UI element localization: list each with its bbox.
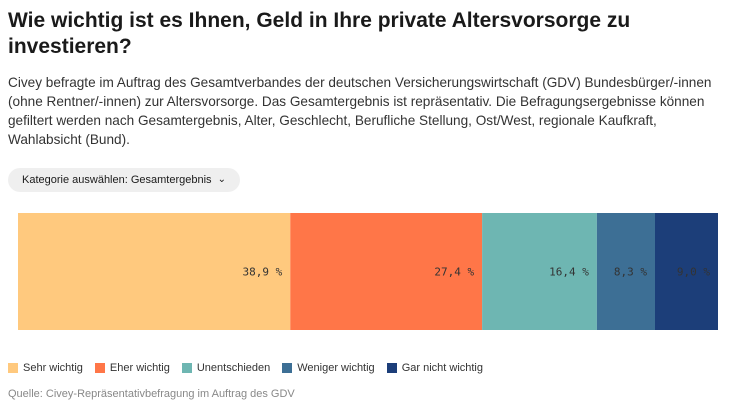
bar-segment-2 (482, 213, 597, 330)
legend-item-3: Weniger wichtig (282, 362, 375, 374)
bar-segment-0 (18, 213, 291, 330)
legend-swatch (282, 363, 293, 373)
legend-swatch (94, 363, 105, 373)
bar-segment-label-4: 9,0 % (677, 266, 710, 279)
legend-item-1: Eher wichtig (94, 362, 170, 374)
legend-label: Unentschieden (196, 362, 271, 374)
chevron-down-icon: ⌄ (217, 174, 226, 185)
chart-title: Wie wichtig ist es Ihnen, Geld in Ihre p… (8, 9, 631, 58)
category-dropdown[interactable]: Kategorie auswählen: Gesamtergebnis ⌄ (8, 168, 240, 192)
legend-swatch (386, 363, 397, 373)
bar-segment-4 (655, 213, 718, 330)
bar-segment-1 (290, 213, 483, 330)
legend-swatch (181, 363, 192, 373)
legend-label: Gar nicht wichtig (401, 362, 483, 374)
bar-segment-label-2: 16,4 % (549, 266, 589, 279)
legend-item-0: Sehr wichtig (8, 362, 83, 374)
bar-segment-label-3: 8,3 % (614, 266, 647, 279)
bar-segment-3 (596, 213, 655, 330)
legend-swatch (8, 363, 18, 373)
category-dropdown-label: Kategorie auswählen: Gesamtergebnis (22, 174, 212, 186)
bar-segment-label-1: 27,4 % (434, 266, 474, 279)
legend-label: Eher wichtig (109, 362, 170, 374)
chart-legend: Sehr wichtig Eher wichtig Unentschieden Wen… (8, 362, 728, 374)
legend-label: Sehr wichtig (23, 362, 83, 374)
bar-segment-label-0: 38,9 % (243, 266, 283, 279)
legend-item-2: Unentschieden (181, 362, 271, 374)
legend-label: Weniger wichtig (297, 362, 375, 374)
chart-description: Civey befragte im Auftrag des Gesamtverb… (8, 75, 712, 147)
source-note: Quelle: Civey-Repräsentativbefragung im … (8, 388, 295, 400)
legend-item-4: Gar nicht wichtig (386, 362, 483, 374)
